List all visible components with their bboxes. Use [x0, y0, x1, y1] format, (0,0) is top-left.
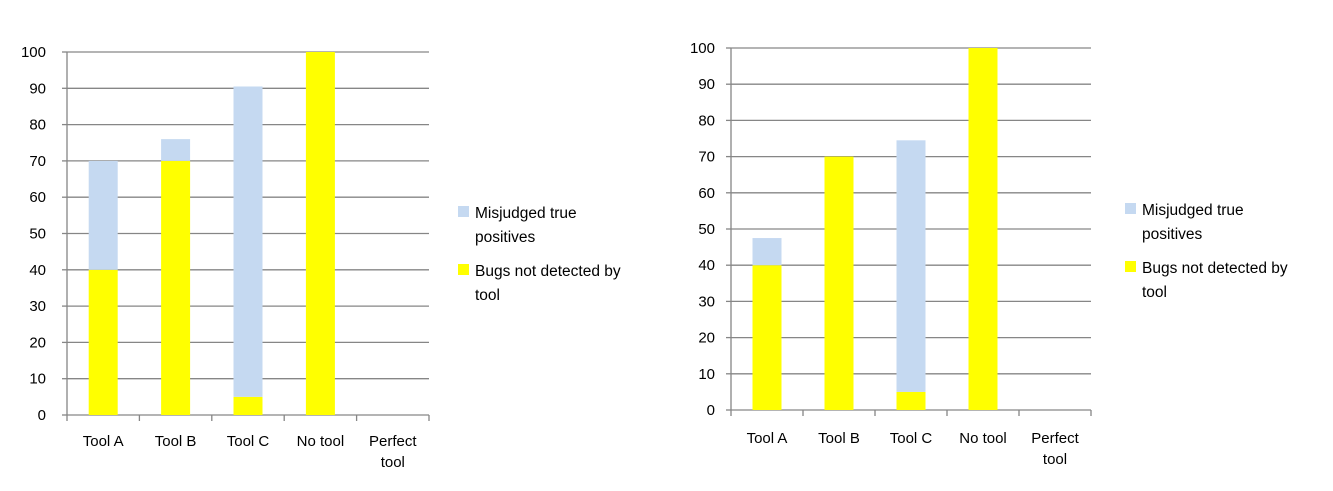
- legend-label: tool: [1142, 284, 1167, 301]
- legend-swatch: [458, 264, 469, 275]
- y-tick-label: 20: [698, 330, 715, 347]
- legend-label: Bugs not detected by: [475, 263, 621, 280]
- y-tick-label: 40: [698, 257, 715, 274]
- chart-right: 0 10 20 30 40 50 60 70 80 90 100 Tool A Tool B Tool C…: [690, 40, 1288, 468]
- y-tick-label: 100: [21, 44, 46, 61]
- bar-misjudged: [896, 140, 926, 392]
- x-tick-label: Tool B: [818, 430, 860, 447]
- y-tick-label: 50: [698, 221, 715, 238]
- legend-label: Misjudged true: [1142, 202, 1244, 219]
- y-tick-label: 100: [690, 40, 715, 57]
- y-tick-label: 40: [29, 262, 46, 279]
- y-tick-label: 0: [38, 407, 46, 424]
- bar-not-detected: [824, 156, 854, 410]
- bar-not-detected: [305, 52, 335, 415]
- x-tick-label: Tool C: [227, 433, 270, 450]
- legend-label: positives: [475, 229, 536, 246]
- y-tick-label: 10: [698, 366, 715, 383]
- x-tick-label: Tool A: [747, 430, 788, 447]
- bar-not-detected: [968, 48, 998, 410]
- x-tick-label: Tool C: [890, 430, 933, 447]
- legend-label: Bugs not detected by: [1142, 260, 1288, 277]
- x-tick-label: Tool A: [83, 433, 124, 450]
- y-tick-label: 90: [698, 76, 715, 93]
- y-tick-label: 50: [29, 226, 46, 243]
- bar-not-detected: [752, 265, 782, 410]
- bar-misjudged: [88, 160, 118, 270]
- bar-not-detected: [88, 269, 118, 415]
- bar-misjudged: [161, 139, 191, 161]
- x-tick-label: No tool: [297, 433, 345, 450]
- bar-not-detected: [161, 160, 191, 415]
- bar-misjudged: [752, 238, 782, 266]
- legend-label: positives: [1142, 226, 1203, 243]
- x-tick-label: tool: [1043, 451, 1067, 468]
- x-tick-label: tool: [381, 454, 405, 471]
- bar-misjudged: [233, 86, 263, 397]
- legend-swatch: [1125, 203, 1136, 214]
- x-tick-label: Perfect: [1031, 430, 1079, 447]
- y-tick-label: 70: [29, 153, 46, 170]
- legend-label: Misjudged true: [475, 205, 577, 222]
- chart-left: 0 10 20 30 40 50 60 70 80 90 100 Tool A Tool B Tool C…: [21, 44, 621, 471]
- bar-not-detected: [233, 396, 263, 415]
- y-tick-label: 60: [29, 189, 46, 206]
- x-tick-label: Tool B: [155, 433, 197, 450]
- y-tick-label: 80: [29, 117, 46, 134]
- y-tick-label: 70: [698, 149, 715, 166]
- bar-not-detected: [896, 391, 926, 410]
- x-tick-label: Perfect: [369, 433, 417, 450]
- y-tick-label: 30: [29, 298, 46, 315]
- y-tick-label: 30: [698, 293, 715, 310]
- legend-swatch: [1125, 261, 1136, 272]
- y-tick-label: 20: [29, 334, 46, 351]
- y-tick-label: 90: [29, 80, 46, 97]
- legend-label: tool: [475, 287, 500, 304]
- y-tick-label: 10: [29, 371, 46, 388]
- x-tick-label: No tool: [959, 430, 1007, 447]
- legend-swatch: [458, 206, 469, 217]
- y-tick-label: 60: [698, 185, 715, 202]
- y-tick-label: 0: [707, 402, 715, 419]
- y-tick-label: 80: [698, 112, 715, 129]
